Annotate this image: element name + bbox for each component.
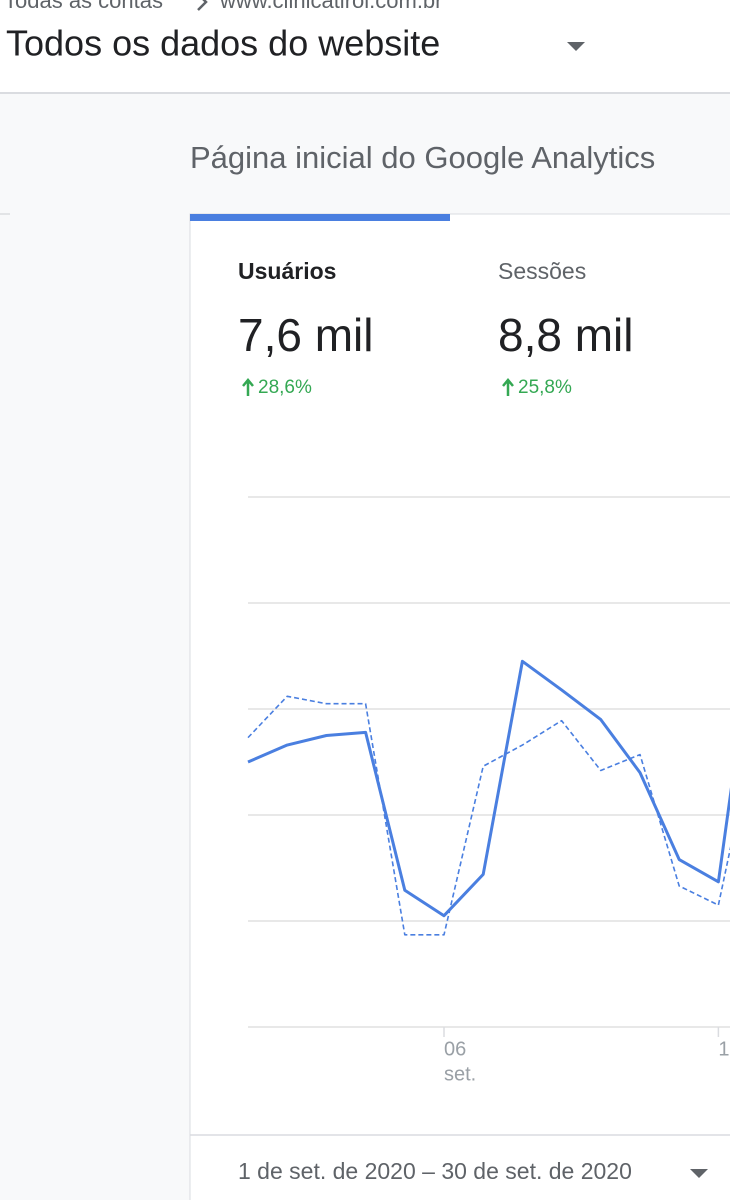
breadcrumb-account[interactable]: Todas as contas [4,0,163,13]
series-line [247,659,730,918]
metric-label[interactable]: Usuários [238,258,336,284]
x-tick-label: 06 [444,1038,466,1060]
up-arrow [242,378,254,396]
card [189,213,730,1200]
active-metric-indicator [190,214,450,221]
tab-title[interactable]: Página inicial do Google Analytics [190,140,655,175]
x-month-label: set. [444,1063,476,1085]
metric-change: 28,6% [258,377,312,398]
header-bg [0,0,730,93]
up-arrow [502,378,514,396]
metric-value: 7,6 mil [238,309,373,361]
series-line [247,695,730,936]
breadcrumb-property[interactable]: www.clinicatirol.com.br [219,0,443,13]
date-dropdown[interactable] [690,1169,708,1178]
metric-value: 8,8 mil [498,309,633,361]
chart: 06 set. 13 [247,496,730,1085]
date-range[interactable]: 1 de set. de 2020 – 30 de set. de 2020 [238,1158,632,1184]
x-tick-label: 13 [718,1038,730,1060]
metric-label[interactable]: Sessões [498,258,586,284]
view-title[interactable]: Todos os dados do website [6,23,440,64]
view-dropdown[interactable] [567,42,585,51]
breadcrumb-chevron [197,0,208,11]
metric-change: 25,8% [518,377,572,398]
